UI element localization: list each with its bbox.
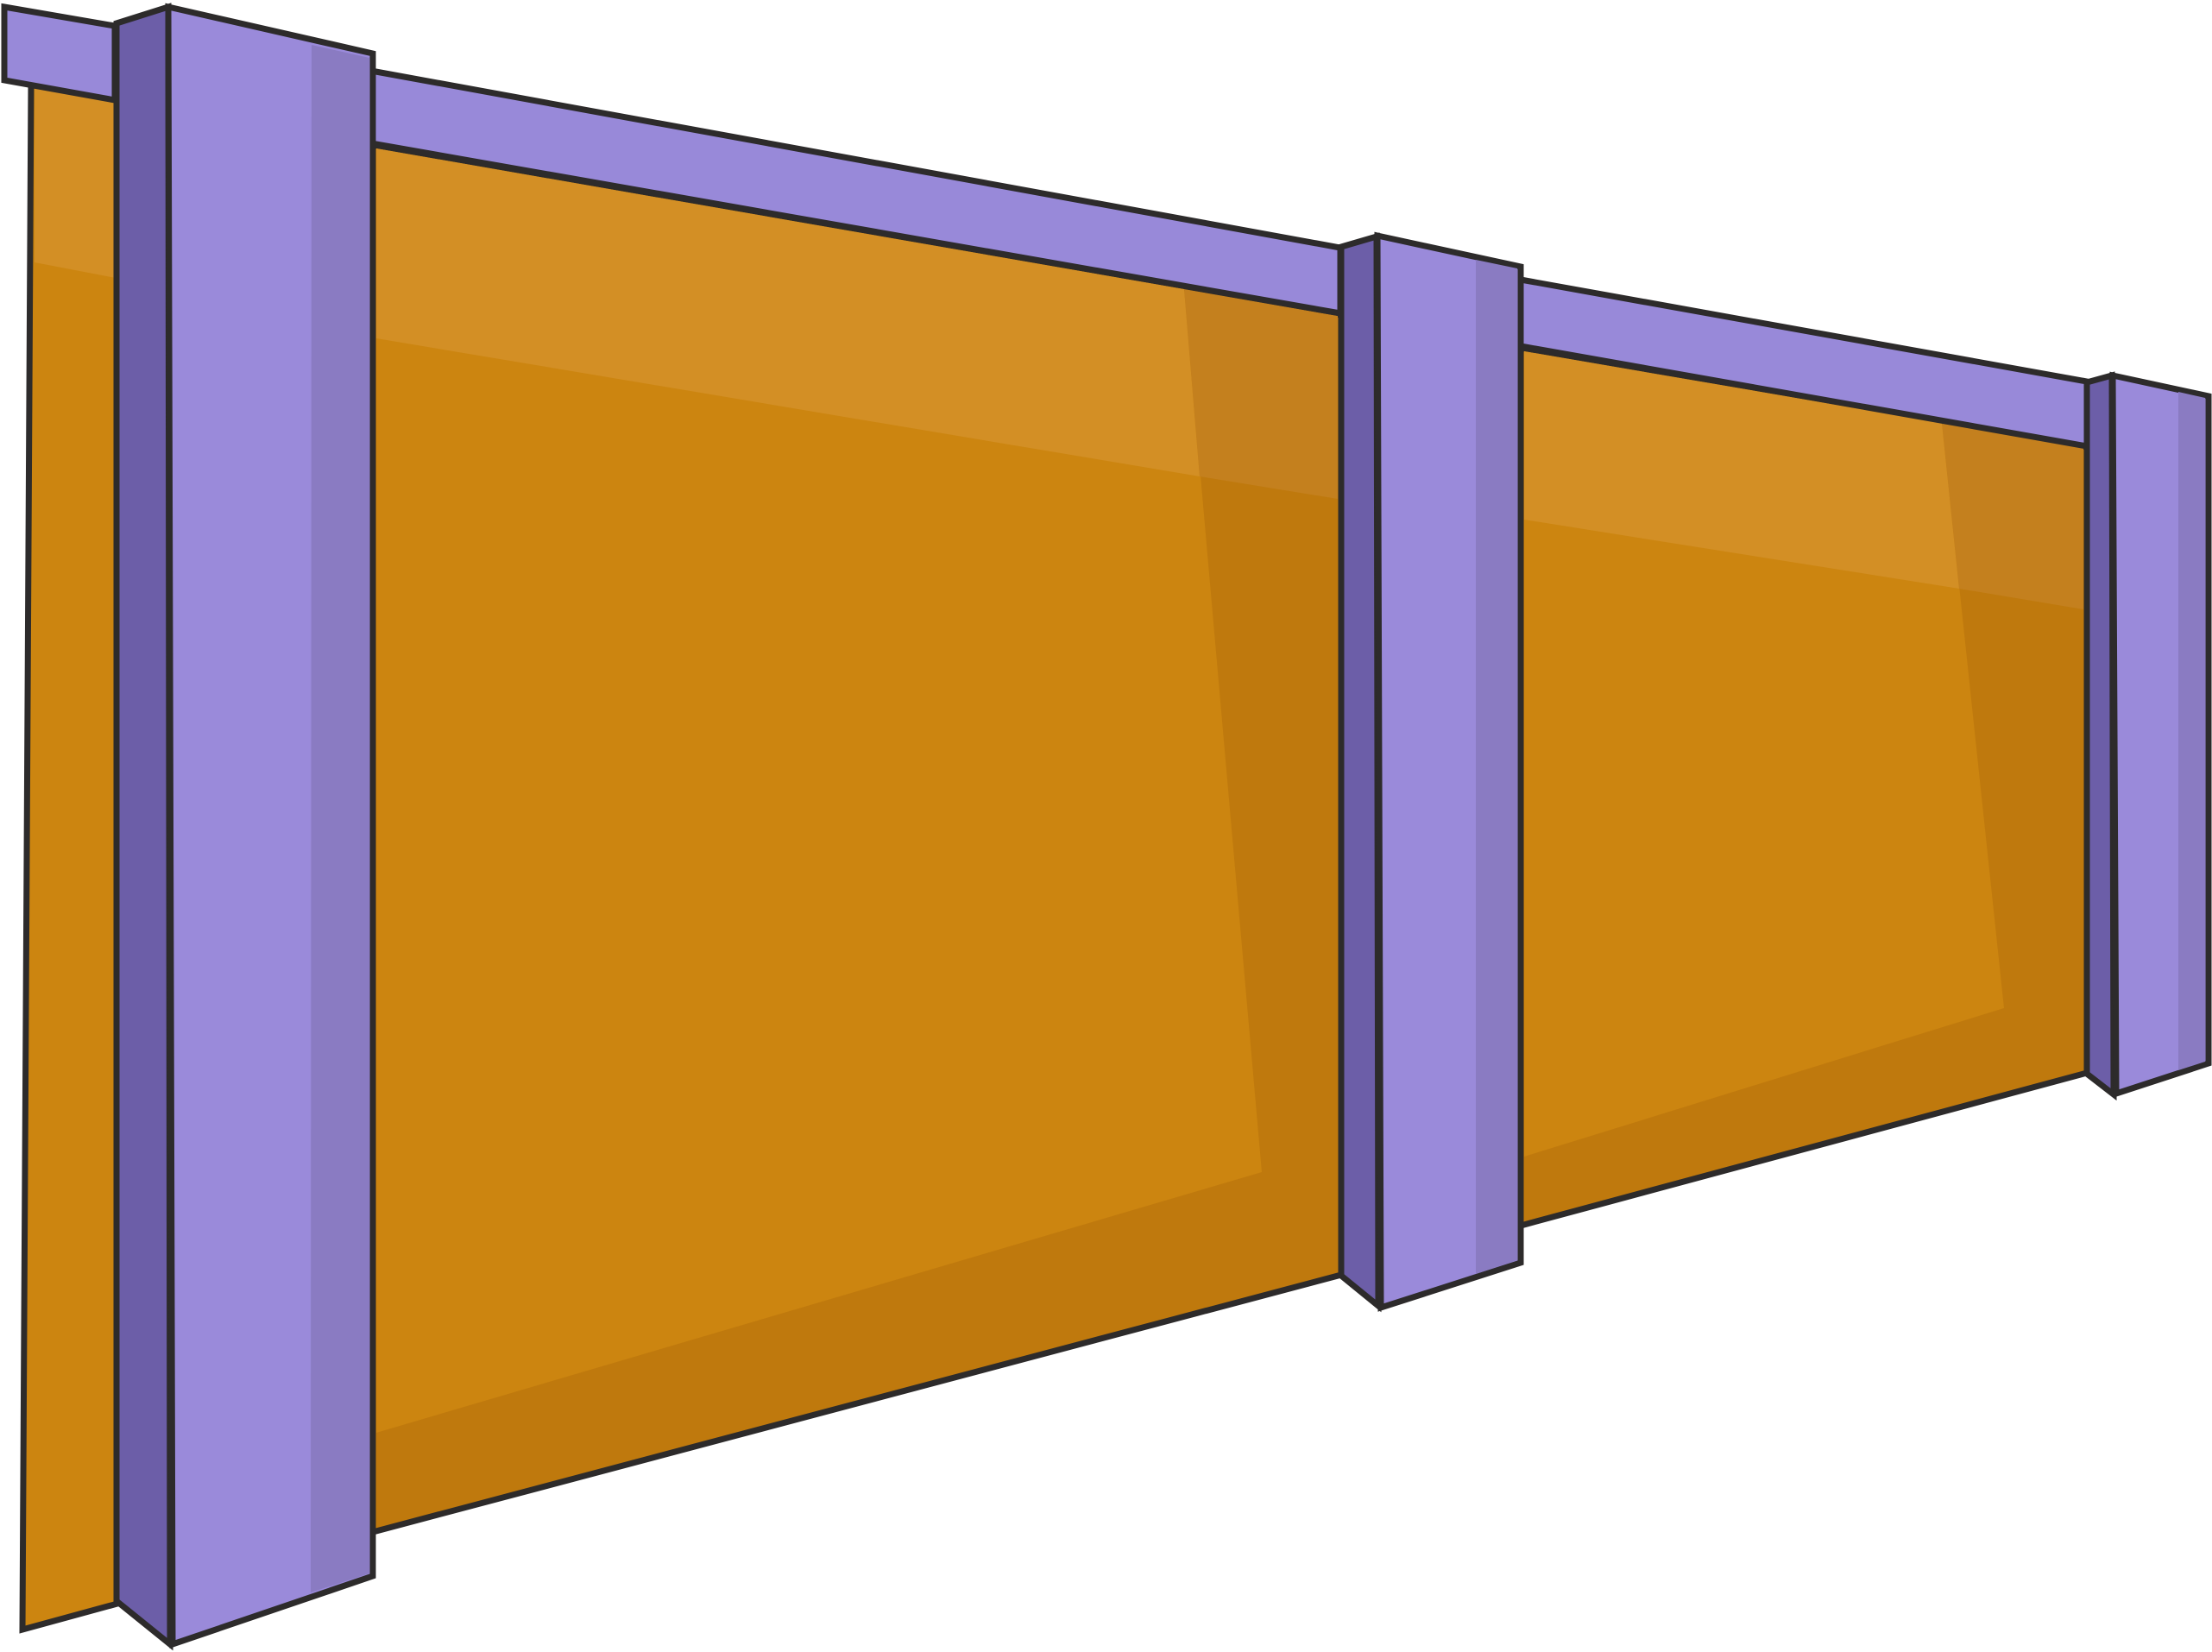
panel-left-highlight <box>35 86 116 278</box>
panel-left-body <box>19 78 121 1634</box>
panel-right-highlight <box>1524 351 1959 589</box>
post-1-front-shade <box>311 45 369 1592</box>
panel-middle-highlight <box>376 148 1200 476</box>
post-2-side <box>1338 232 1382 1313</box>
post-2-front-shade <box>1476 260 1517 1274</box>
fence-post-3 <box>2083 371 2212 1101</box>
panel-middle-corner <box>1184 289 1338 499</box>
post-1-side <box>113 3 173 1651</box>
panel-right-corner <box>1942 423 2083 609</box>
top-rail-left-stub <box>1 3 118 104</box>
panel-middle-front <box>376 148 1262 1433</box>
post-3-front-shade <box>2178 392 2205 1070</box>
fence-post-2 <box>1338 231 1524 1313</box>
post-3-side <box>2083 371 2117 1101</box>
fence-panel-left <box>19 78 121 1634</box>
fence-panel-middle <box>369 141 1345 1536</box>
fence-post-1 <box>113 3 376 1651</box>
fence-panel-right <box>1517 344 2090 1230</box>
